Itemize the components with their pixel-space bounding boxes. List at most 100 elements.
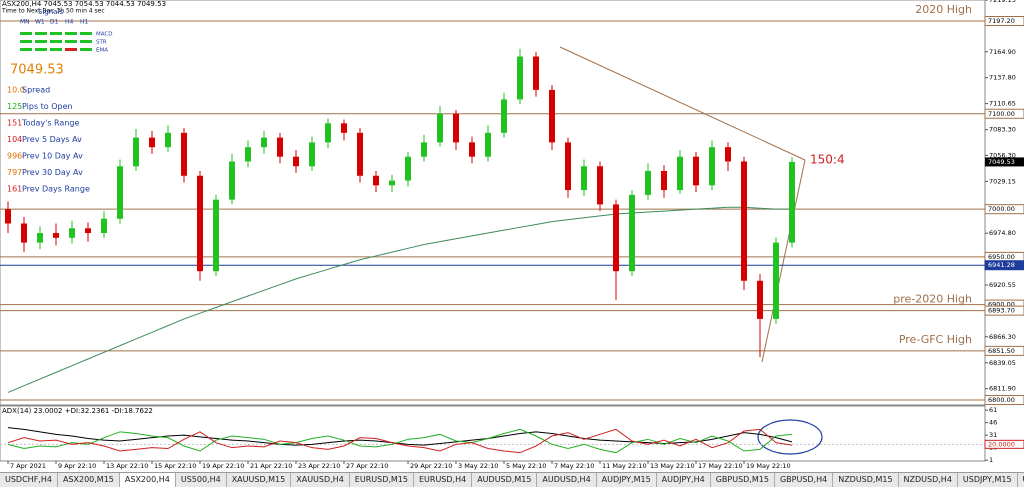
candle-body: [677, 156, 683, 191]
candle-body: [37, 233, 43, 243]
tab-bar: USDCHF,H4 ASX200,M15 ASX200,H4 US500,H4 XAUU…: [0, 472, 1024, 487]
tab[interactable]: AUDUSD,H4: [537, 473, 597, 487]
y-tick-label: 7164.90: [989, 48, 1016, 56]
candle-body: [613, 204, 619, 272]
candle-body: [421, 142, 427, 157]
y-tick-label: 46: [989, 419, 997, 427]
indicator-level-box: [984, 439, 1024, 449]
candle-body: [197, 175, 203, 272]
candle-body: [565, 142, 571, 191]
candle-body: [661, 171, 667, 191]
tab[interactable]: NZDUSD,H4: [899, 473, 958, 487]
x-tick-label: 27 Apr 22:10: [346, 462, 388, 470]
signal-label: STR: [96, 40, 107, 46]
tab[interactable]: USDCHF,H4: [0, 473, 58, 487]
moving-average: [7, 206, 792, 393]
signal-cell: [35, 40, 47, 43]
y-tick-label: 7029.15: [989, 177, 1016, 185]
candle-body: [773, 242, 779, 319]
x-tick-label: 21 Apr 22:10: [250, 462, 292, 470]
tab[interactable]: US500,H4: [176, 473, 227, 487]
x-tick-label: 23 Apr 22:10: [298, 462, 340, 470]
info-value: 10.0: [7, 86, 25, 95]
timeframe-label: MN: [20, 19, 30, 26]
info-label: Prev 5 Days Av: [22, 135, 82, 144]
candle-body: [485, 132, 491, 157]
level-label-box: [984, 345, 1024, 356]
timeframe-label: H4: [65, 19, 74, 26]
tab[interactable]: ASX200,M15: [58, 473, 120, 487]
level-label: 6800.00: [988, 396, 1015, 404]
info-label: Prev Days Range: [22, 185, 90, 194]
tab[interactable]: USDJPY,H4: [1018, 473, 1024, 487]
signal-cell: [35, 32, 47, 35]
tab[interactable]: AUDUSD,M15: [472, 473, 538, 487]
tab[interactable]: EURUSD,H4: [414, 473, 473, 487]
candle-body: [213, 199, 219, 272]
signal-cell: [20, 40, 32, 43]
level-annotation: 2020 High: [915, 3, 972, 16]
candle-body: [277, 137, 283, 157]
candle-body: [133, 137, 139, 167]
candle-body: [453, 113, 459, 143]
signal-cell: [80, 32, 92, 35]
tab[interactable]: GBPUSD,H4: [775, 473, 834, 487]
candle-body: [389, 180, 395, 186]
tab[interactable]: EURUSD,M15: [350, 473, 414, 487]
level-label: 7197.20: [988, 17, 1015, 25]
candle-body: [309, 142, 315, 167]
chart-subtitle: Time to Next Bar: 3h 50 min 4 sec: [1, 8, 105, 15]
y-tick-label: 6811.90: [989, 385, 1016, 393]
x-tick-label: 7 Apr 2021: [10, 462, 46, 470]
info-label: Spread: [22, 86, 50, 95]
x-tick-label: 9 Apr 22:10: [58, 462, 96, 470]
tab[interactable]: NZDUSD,M15: [833, 473, 899, 487]
price-readout: 7049.53: [10, 63, 64, 78]
signal-cell: [35, 48, 47, 51]
tab[interactable]: GBPUSD,M15: [711, 473, 775, 487]
info-label: Prev 10 Day Av: [22, 152, 83, 161]
x-tick-label: 29 Apr 22:10: [410, 462, 452, 470]
chart: ASX200,H4 7045.53 7054.53 7044.53 7049.5…: [0, 0, 1024, 470]
candle-body: [501, 99, 507, 133]
candle-body: [101, 218, 107, 234]
y-tick-label: 6974.80: [989, 229, 1016, 237]
candle-body: [21, 223, 27, 243]
indicator-line: [7, 428, 793, 454]
signal-cell: [20, 32, 32, 35]
y-tick-label: 7056.30: [989, 151, 1016, 159]
info-value: 996: [7, 152, 22, 161]
tab[interactable]: XAUUSD,M15: [227, 473, 292, 487]
tab[interactable]: AUDJPY,H4: [657, 473, 711, 487]
candle-body: [325, 123, 331, 143]
timeframe-label: H1: [80, 19, 89, 26]
info-label: Prev 30 Day Av: [22, 168, 83, 177]
info-value: 104: [7, 135, 22, 144]
y-tick-label: 7083.30: [989, 126, 1016, 134]
candle-body: [261, 137, 267, 148]
level-annotation: pre-2020 High: [893, 293, 972, 306]
info-label: Pips to Open: [22, 102, 73, 111]
x-tick-label: 7 May 22:10: [554, 462, 594, 470]
candle-body: [69, 228, 75, 238]
info-value: 151: [7, 119, 22, 128]
candle-body: [373, 175, 379, 186]
level-label-box: [984, 395, 1024, 406]
tab[interactable]: AUDJPY,M15: [597, 473, 657, 487]
tab[interactable]: USDJPY,M15: [958, 473, 1018, 487]
candle-body: [645, 171, 651, 195]
candle-body: [165, 132, 171, 148]
tab[interactable]: XAUUSD,H4: [291, 473, 350, 487]
y-tick-label: 6839.05: [989, 359, 1016, 367]
indicator-level-label: 20.0000: [988, 440, 1015, 448]
candle-body: [581, 166, 587, 191]
candle-body: [693, 156, 699, 186]
drawings: [559, 46, 823, 455]
level-label: 7000.00: [988, 205, 1015, 213]
signal-cell: [50, 48, 62, 51]
candle-body: [53, 233, 59, 238]
level-label: 7100.00: [988, 110, 1015, 118]
level-label: 6851.50: [988, 347, 1015, 355]
tab[interactable]: ASX200,H4: [119, 473, 176, 487]
signal-cell: [80, 48, 92, 51]
